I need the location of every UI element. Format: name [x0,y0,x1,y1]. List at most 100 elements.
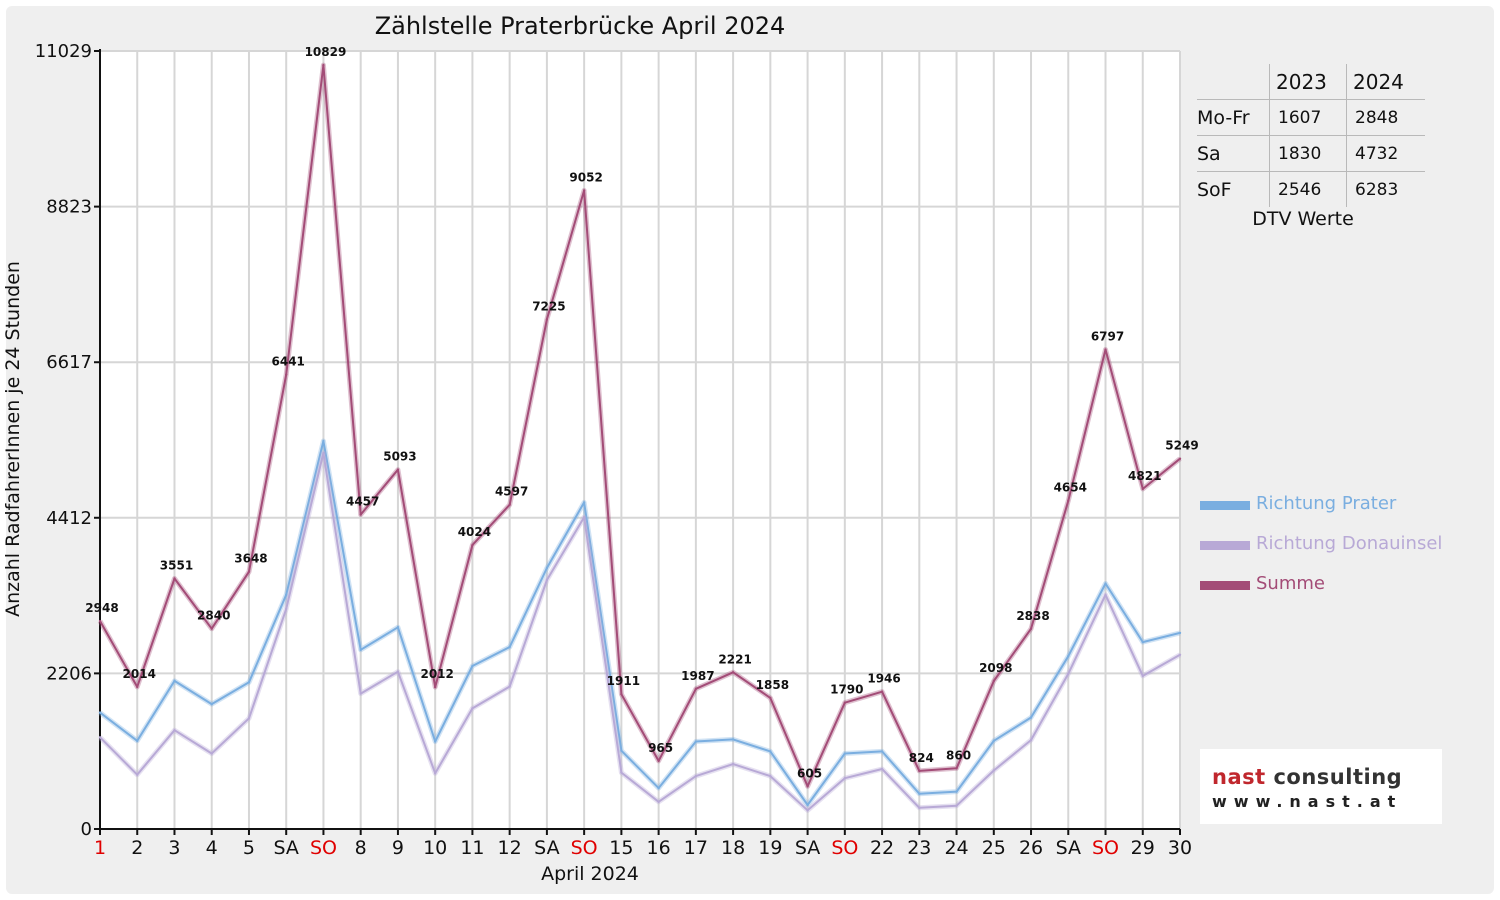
data-point [731,738,735,741]
data-point [359,648,362,652]
data-point [582,501,586,504]
y-tick-label: 2206 [46,663,92,684]
data-point [955,790,958,793]
data-label: 860 [946,748,971,762]
y-tick-label: 11029 [35,41,92,62]
data-point [285,593,288,597]
data-point [173,729,176,732]
data-point [98,736,102,739]
legend-swatch [1200,501,1250,510]
data-point [955,804,958,807]
x-tick-label: 5 [243,837,255,859]
chart-title: Zählstelle Praterbrücke April 2024 [374,12,786,40]
data-point [582,516,586,519]
x-tick-label: 8 [355,837,367,859]
x-tick-label: SO [571,837,598,859]
data-point [471,707,474,710]
x-tick-label: 19 [758,837,782,859]
data-point [1029,738,1033,742]
data-point [843,752,847,755]
nast-consulting-logo: nast consulting www.nast.at [1200,749,1442,824]
data-point [992,769,995,772]
data-point [918,769,921,773]
data-point [1178,457,1182,460]
legend-label: Richtung Donauinsel [1256,533,1443,554]
data-point [210,627,213,630]
data-label: 4654 [1054,481,1087,495]
data-label: 2012 [420,667,453,681]
data-point [433,685,437,689]
data-point [98,711,102,714]
series-line [99,452,1181,812]
x-tick-label: 3 [168,837,180,859]
data-point [545,578,549,582]
data-point [545,318,549,321]
dtv-value-2023: 1607 [1269,99,1347,136]
data-label: 2098 [979,661,1012,675]
data-point [508,685,511,688]
series-line [99,64,1181,788]
data-point [210,752,213,755]
data-point [657,800,660,804]
data-point [1104,593,1107,597]
data-labels: 2948 2014 3551 2840 3648 6441 10829 4457 5093 201… [85,45,1198,780]
dtv-row: Mo-Fr 1607 2848 [1197,99,1425,136]
legend-label: Richtung Prater [1256,493,1397,514]
data-point [173,679,176,683]
dtv-value-2024: 2848 [1346,99,1425,136]
data-point [136,685,139,689]
data-label: 10829 [305,45,347,59]
data-point [769,750,772,753]
data-point [620,771,623,774]
x-tick-label: 11 [460,837,484,859]
logo-name-part1: nast [1212,765,1266,789]
data-point [508,645,511,649]
x-tick-label: 4 [206,837,218,859]
x-tick-label: 25 [982,837,1006,859]
data-point [1029,627,1033,631]
data-point [806,785,809,788]
data-point [880,767,884,771]
data-point [1029,716,1033,719]
dtv-header-cell: 2023 [1269,64,1347,100]
x-tick-label: 26 [1019,837,1043,859]
data-label: 6441 [272,355,305,369]
data-point [1141,640,1144,644]
x-tick-label: 18 [721,837,745,859]
dtv-value-2024: 4732 [1346,135,1425,172]
x-tick-label: 29 [1131,837,1155,859]
data-label: 1987 [681,669,714,683]
data-point [620,692,623,696]
data-point [1178,653,1182,656]
dtv-value-2023: 1830 [1269,135,1347,172]
data-point [1141,674,1144,678]
x-tick-label: 23 [907,837,931,859]
data-point [918,806,921,810]
data-point [769,696,772,700]
data-point [359,692,362,695]
data-point [285,373,288,376]
data-point [136,773,139,776]
data-label: 9052 [569,170,602,184]
dtv-row-label: Mo-Fr [1197,99,1270,136]
data-point [1141,487,1144,491]
data-point [173,577,176,580]
x-tick-label: 17 [684,837,708,859]
data-point [769,774,772,778]
x-tick-label: 30 [1168,837,1192,859]
x-tick-label: 22 [870,837,894,859]
data-label: 2014 [123,667,156,681]
data-point [322,451,325,455]
data-point [98,619,102,623]
data-point [1067,499,1070,502]
data-point [247,681,251,684]
x-tick-label: SO [1092,837,1119,859]
data-point [880,690,884,693]
x-tick-label: 24 [944,837,968,859]
data-point [247,717,251,720]
dtv-caption: DTV Werte [1252,208,1354,230]
x-tick-label: SO [310,837,337,859]
data-point [508,503,511,506]
